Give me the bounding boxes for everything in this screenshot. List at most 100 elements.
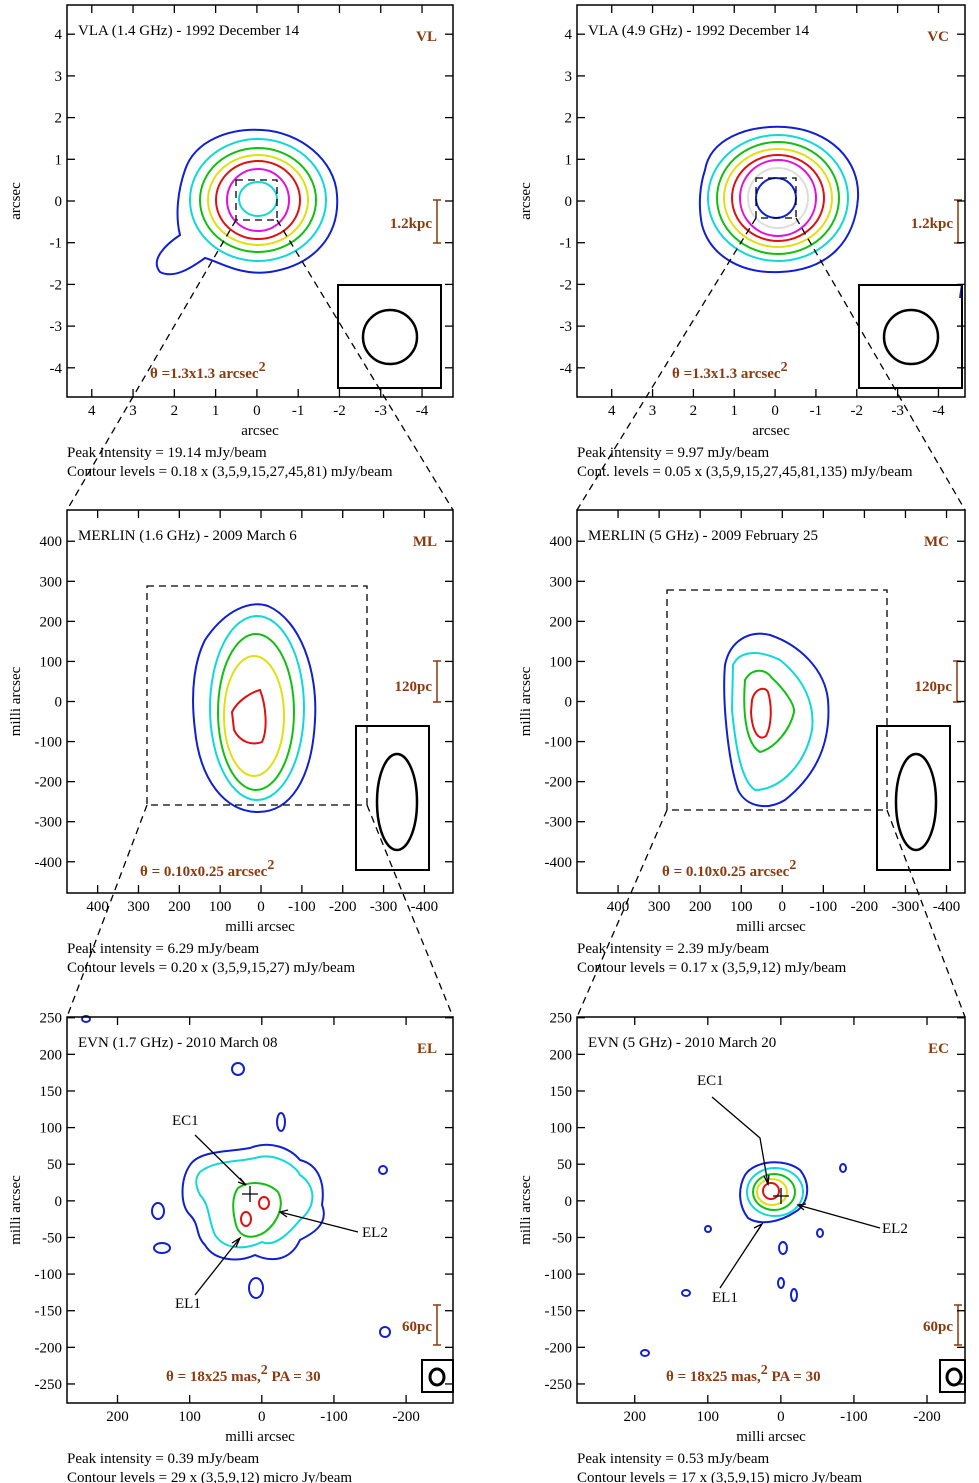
panel: 4003002001000-100-200-300-400-400-300-20…: [518, 510, 965, 976]
y-tick-label: -400: [545, 855, 573, 871]
contour: [232, 1063, 244, 1075]
y-axis-label: arcsec: [518, 182, 534, 220]
y-tick-label: -400: [35, 855, 63, 871]
panel-label: VL: [416, 29, 437, 45]
x-axis-label: arcsec: [752, 423, 790, 439]
beam: [377, 754, 417, 850]
note: Peak intensity = 6.29 mJy/beam: [67, 941, 260, 957]
y-tick-label: -200: [35, 775, 63, 791]
x-tick-label: 400: [86, 899, 109, 915]
y-tick-label: 4: [565, 27, 573, 43]
y-tick-label: 50: [557, 1157, 572, 1173]
x-tick-label: -3: [375, 403, 388, 419]
beam-text: θ = 18x25 mas,: [166, 1369, 261, 1385]
beam-label: θ = 0.10x0.25 arcsec2: [662, 858, 796, 881]
beam: [363, 310, 417, 364]
x-tick-label: -100: [810, 899, 838, 915]
y-tick-label: 250: [40, 1011, 63, 1027]
contour: [751, 689, 771, 738]
note: Contour levels = 29 x (3,5,9,12) micro J…: [67, 1470, 352, 1483]
panel-title: EVN (1.7 GHz) - 2010 March 08: [78, 1035, 278, 1051]
y-tick-label: -50: [552, 1230, 572, 1246]
x-tick-label: 100: [697, 1409, 720, 1425]
y-tick-label: 1: [55, 152, 63, 168]
x-tick-label: 100: [209, 899, 232, 915]
y-tick-label: 4: [55, 27, 63, 43]
x-tick-label: 4: [608, 403, 616, 419]
x-axis-label: milli arcsec: [736, 919, 806, 935]
x-tick-label: 3: [649, 403, 657, 419]
note: Contour levels = 0.20 x (3,5,9,15,27) mJ…: [67, 960, 355, 976]
x-tick-label: -300: [892, 899, 920, 915]
y-tick-label: 0: [55, 695, 63, 711]
beam: [896, 754, 936, 850]
contour: [259, 1197, 269, 1209]
x-tick-label: 100: [730, 899, 753, 915]
contour: [840, 1164, 846, 1172]
x-axis-label: milli arcsec: [225, 1429, 295, 1445]
contour: [241, 1212, 251, 1226]
contour: [756, 178, 796, 218]
beam-text: θ = 18x25 mas,: [666, 1369, 761, 1385]
annotation: EL1: [175, 1296, 201, 1312]
scale-bar: [433, 200, 441, 243]
note: Cont. levels = 0.05 x (3,5,9,15,27,45,81…: [577, 464, 913, 480]
beam: [947, 1369, 961, 1385]
y-tick-label: -2: [50, 277, 63, 293]
contour: [249, 1278, 263, 1298]
contour: [190, 139, 326, 261]
y-tick-label: -200: [545, 1340, 573, 1356]
beam-text: 2: [261, 1363, 268, 1378]
y-axis-label: milli arcsec: [8, 666, 24, 736]
annotation: EL1: [712, 1290, 738, 1306]
contour: [717, 142, 839, 254]
panel: 43210-1-2-3-4-4-3-2-101234VLA (1.4 GHz) …: [8, 5, 453, 480]
y-tick-label: -300: [35, 815, 63, 831]
contour: [218, 634, 294, 790]
y-tick-label: -100: [35, 735, 63, 751]
x-axis-label: milli arcsec: [736, 1429, 806, 1445]
contour: [193, 604, 315, 812]
x-tick-label: 200: [168, 899, 191, 915]
y-tick-label: 0: [55, 194, 63, 210]
y-tick-label: 3: [55, 69, 63, 85]
x-tick-label: -200: [329, 899, 357, 915]
contour: [200, 148, 316, 252]
x-tick-label: 0: [771, 403, 779, 419]
panel-title: MERLIN (5 GHz) - 2009 February 25: [588, 528, 818, 544]
panel-label: EC: [928, 1041, 949, 1057]
beam-text: θ = 0.10x0.25 arcsec: [662, 864, 790, 880]
x-tick-label: -1: [292, 403, 305, 419]
x-tick-label: 300: [127, 899, 150, 915]
y-tick-label: 200: [550, 1047, 573, 1063]
contour: [705, 1226, 711, 1232]
scale-bar: [433, 1305, 441, 1345]
x-tick-label: -1: [810, 403, 823, 419]
beam-box: [422, 1360, 453, 1392]
y-tick-label: 250: [550, 1011, 573, 1027]
y-tick-label: 100: [550, 1121, 573, 1137]
beam-text: PA = 30: [268, 1369, 321, 1385]
y-tick-label: 200: [550, 614, 573, 630]
x-axis-label: milli arcsec: [225, 919, 295, 935]
y-tick-label: -1: [50, 236, 63, 252]
y-tick-label: 50: [47, 1157, 62, 1173]
plot-frame: [67, 5, 453, 397]
x-tick-label: -100: [320, 1409, 348, 1425]
beam-text: θ =1.3x1.3 arcsec: [150, 366, 259, 382]
x-tick-label: 200: [623, 1409, 646, 1425]
x-tick-label: -300: [370, 899, 398, 915]
y-tick-label: 0: [565, 194, 573, 210]
y-tick-label: -4: [50, 361, 63, 377]
y-tick-label: 200: [40, 1047, 63, 1063]
arrow: [720, 1224, 762, 1288]
beam-label: θ =1.3x1.3 arcsec2: [672, 360, 788, 383]
y-tick-label: 2: [55, 111, 63, 127]
contour: [232, 690, 266, 744]
panel-title: MERLIN (1.6 GHz) - 2009 March 6: [78, 528, 297, 544]
y-tick-label: 400: [40, 534, 63, 550]
beam-label: θ = 18x25 mas,2 PA = 30: [666, 1363, 821, 1386]
x-tick-label: 4: [88, 403, 96, 419]
y-axis-label: milli arcsec: [518, 1175, 534, 1245]
x-tick-label: -2: [333, 403, 346, 419]
